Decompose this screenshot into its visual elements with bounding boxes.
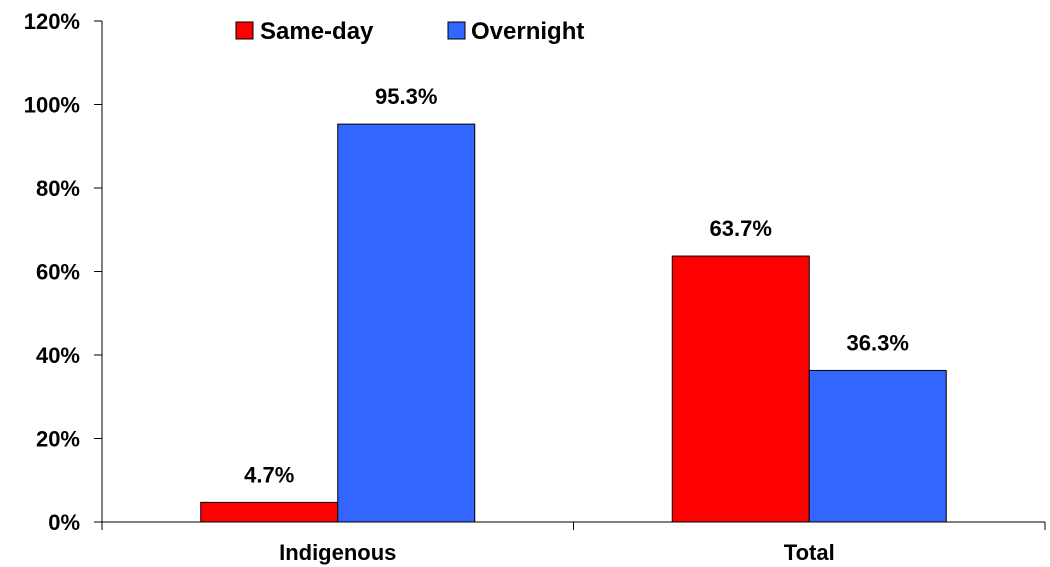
legend-swatch-overnight xyxy=(447,21,466,40)
y-tick-label: 20% xyxy=(36,427,80,452)
bar-same-day xyxy=(200,501,339,523)
bar-overnight xyxy=(337,123,476,523)
bars xyxy=(200,123,947,523)
axes: 0% 20% 40% 60% 80% 100% 120% Indigenous Total xyxy=(24,9,1046,565)
x-category-label: Total xyxy=(784,540,835,565)
data-labels: 4.7% 95.3% 63.7% 36.3% xyxy=(244,84,909,487)
data-label: 4.7% xyxy=(244,462,294,487)
data-label: 63.7% xyxy=(710,216,772,241)
bar-overnight xyxy=(808,369,947,523)
data-label: 95.3% xyxy=(375,84,437,109)
y-tick-label: 100% xyxy=(24,93,80,118)
bar-same-day xyxy=(671,255,810,523)
legend-label: Same-day xyxy=(260,18,374,45)
y-tick-label: 80% xyxy=(36,176,80,201)
y-tick-label: 0% xyxy=(48,510,80,535)
y-tick-label: 60% xyxy=(36,260,80,285)
data-label: 36.3% xyxy=(847,330,909,355)
y-tick-label: 40% xyxy=(36,343,80,368)
legend-swatch-same-day xyxy=(235,21,254,40)
legend: Same-day Overnight xyxy=(235,18,584,45)
y-tick-label: 120% xyxy=(24,9,80,34)
legend-label: Overnight xyxy=(471,18,584,45)
x-category-label: Indigenous xyxy=(279,540,396,565)
